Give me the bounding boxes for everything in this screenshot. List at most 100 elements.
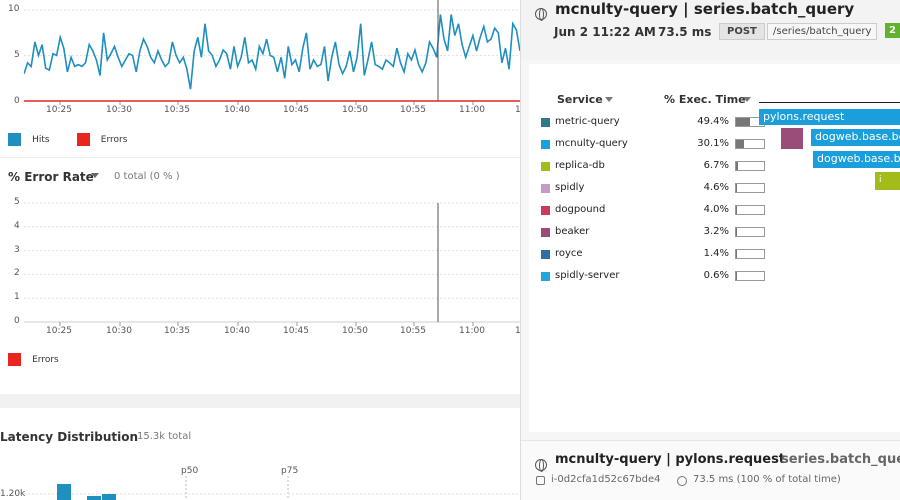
chevron-down-icon[interactable]	[743, 97, 751, 102]
clock-icon	[677, 476, 687, 486]
x-tick-label: 11:00	[459, 326, 485, 336]
service-color-swatch	[541, 140, 550, 149]
error-rate-title[interactable]: % Error Rate	[8, 170, 94, 184]
x-tick-label: 10:25	[46, 105, 72, 115]
x-tick-label: 10:45	[283, 105, 309, 115]
service-row-beaker[interactable]: beaker 3.2%	[541, 224, 765, 242]
service-exec-fill	[736, 206, 738, 214]
legend-swatch-errors	[8, 353, 21, 366]
service-color-swatch	[541, 228, 550, 237]
y-tick: 5	[14, 50, 20, 60]
legend-swatch-errors	[76, 133, 90, 146]
service-exec-fill	[736, 184, 738, 192]
service-name: spidly-server	[555, 270, 620, 281]
flame-span-dogweb-2[interactable]: dogweb.base.be	[813, 151, 900, 168]
x-tick-label: 10:35	[164, 326, 190, 336]
service-exec-bar	[735, 205, 765, 215]
trace-date: Jun 2 11:22 AM	[554, 25, 656, 39]
x-tick-label: 10:30	[106, 326, 132, 336]
service-name: mcnulty-query	[555, 138, 628, 149]
service-exec-bar	[735, 161, 765, 171]
latency-y-tick: 1.20k	[0, 489, 26, 499]
span-time: 73.5 ms (100 % of total time)	[693, 474, 841, 485]
service-exec-fill	[736, 162, 738, 170]
x-tick-label: 10:50	[342, 105, 368, 115]
x-tick-label: 11:00	[459, 105, 485, 115]
legend-label-errors: Errors	[100, 134, 128, 145]
x-tick-label: 10:55	[400, 105, 426, 115]
x-tick-label: 10:30	[106, 105, 132, 115]
y-tick: 0	[14, 96, 20, 106]
error-rate-chart[interactable]: 5 4 3 2 1 0 10:25 10:30 10:35 10:40 10:45 10:50 10:…	[0, 195, 520, 340]
latency-bar	[57, 484, 71, 500]
latency-title: Latency Distribution	[0, 430, 139, 444]
latency-total: 15.3k total	[137, 431, 192, 442]
chevron-down-icon[interactable]	[605, 97, 613, 102]
service-row-royce[interactable]: royce 1.4%	[541, 246, 765, 264]
service-column-header[interactable]: Service	[557, 93, 603, 106]
x-tick-label: 10:40	[224, 105, 250, 115]
status-code-badge: 2	[885, 23, 900, 38]
hits-series-line	[24, 14, 520, 90]
flame-graph-axis	[759, 102, 900, 103]
flame-span-pylons-request[interactable]: pylons.request	[759, 109, 900, 125]
flame-graph[interactable]: pylons.request dogweb.base.be dogweb.bas…	[757, 108, 900, 198]
x-tick-label: 10:55	[400, 326, 426, 336]
y-tick: 3	[14, 244, 20, 255]
service-color-swatch	[541, 162, 550, 171]
service-exec-fill	[736, 228, 737, 236]
x-tick-label: 10:35	[164, 105, 190, 115]
metrics-column: 10 5 0 10:25 10:30 10:35 10:40 10:45 10:50 10:…	[0, 0, 520, 500]
chevron-down-icon[interactable]	[91, 173, 99, 178]
service-pct: 30.1%	[697, 138, 729, 149]
service-name: royce	[555, 248, 583, 259]
section-separator	[0, 394, 520, 408]
span-host: i-0d2cfa1d52c67bde4	[551, 474, 661, 485]
y-tick: 10	[8, 4, 20, 14]
service-exec-bar	[735, 139, 765, 149]
x-tick-label: 10:45	[283, 326, 309, 336]
service-name: spidly	[555, 182, 585, 193]
service-pct: 49.4%	[697, 116, 729, 127]
service-row-dogpound[interactable]: dogpound 4.0%	[541, 202, 765, 220]
service-row-spidly-server[interactable]: spidly-server 0.6%	[541, 268, 765, 286]
globe-icon	[535, 7, 547, 21]
service-color-swatch	[541, 184, 550, 193]
service-exec-fill	[736, 140, 745, 148]
url-path: /series/batch_query	[767, 23, 878, 40]
service-color-swatch	[541, 272, 550, 281]
service-row-mcnulty-query[interactable]: mcnulty-query 30.1%	[541, 136, 765, 154]
error-rate-total: 0 total (0 % )	[114, 171, 180, 182]
latency-bar	[87, 496, 101, 500]
flame-span-dogweb-1[interactable]: dogweb.base.be	[811, 129, 900, 146]
service-color-swatch	[541, 250, 550, 259]
trace-body: Service % Exec. Time metric-query 49.4% mc…	[529, 64, 900, 432]
service-row-metric-query[interactable]: metric-query 49.4%	[541, 114, 765, 132]
service-exec-bar	[735, 183, 765, 193]
error-rate-plot[interactable]	[24, 195, 520, 327]
flame-span-replica-db[interactable]: i	[875, 172, 900, 190]
flame-span-beaker[interactable]	[781, 128, 803, 149]
service-row-spidly[interactable]: spidly 4.6%	[541, 180, 765, 198]
globe-icon	[535, 458, 547, 472]
service-pct: 6.7%	[703, 160, 729, 171]
service-pct: 4.6%	[703, 182, 729, 193]
host-icon	[536, 476, 545, 485]
y-tick: 1	[14, 292, 20, 303]
percentile-marker-p50: p50	[181, 466, 199, 476]
service-exec-bar	[735, 249, 765, 259]
service-exec-bar	[735, 271, 765, 281]
hits-chart[interactable]: 10 5 0 10:25 10:30 10:35 10:40 10:45 10:50 10:…	[0, 0, 520, 125]
service-name: beaker	[555, 226, 590, 237]
latency-plot[interactable]	[24, 476, 520, 500]
service-exec-bar	[735, 227, 765, 237]
exec-time-column-header[interactable]: % Exec. Time	[664, 93, 746, 106]
span-title: mcnulty-query | pylons.request	[555, 452, 786, 467]
service-row-replica-db[interactable]: replica-db 6.7%	[541, 158, 765, 176]
hits-plot[interactable]	[24, 0, 520, 112]
y-tick: 2	[14, 268, 20, 279]
legend-label-hits: Hits	[32, 134, 50, 145]
trace-header: mcnulty-query | series.batch_query Jun 2…	[521, 0, 900, 60]
x-tick-label: 10:40	[224, 326, 250, 336]
percentile-marker-p75: p75	[281, 466, 299, 476]
